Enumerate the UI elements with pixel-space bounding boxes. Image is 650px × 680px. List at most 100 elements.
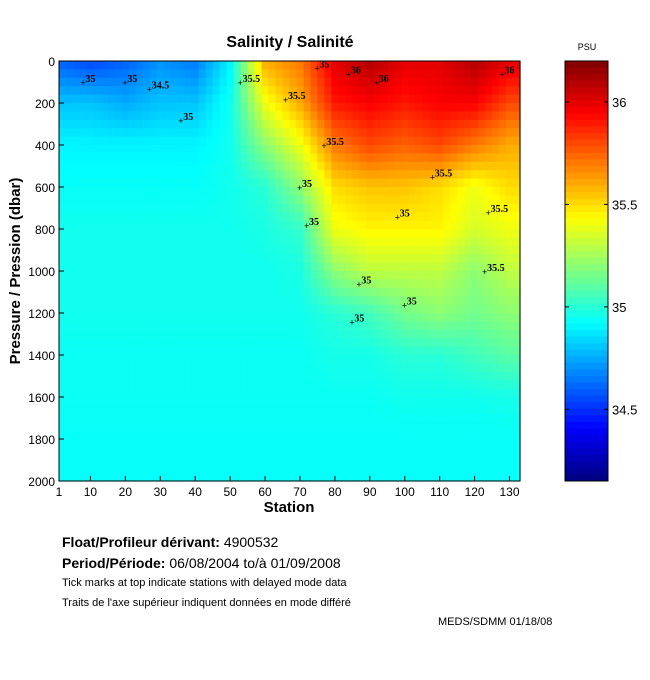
heatmap-cell — [366, 94, 374, 104]
heatmap-cell — [338, 439, 346, 448]
heatmap-cell — [135, 103, 144, 112]
heatmap-cell — [464, 455, 472, 465]
heatmap-cell — [86, 405, 95, 415]
contour-label: 35 — [183, 112, 193, 123]
colorbar-tick-label: 35 — [612, 300, 626, 315]
heatmap-cell — [73, 119, 81, 129]
heatmap-cell — [128, 145, 137, 154]
heatmap-cell — [499, 203, 507, 213]
heatmap-cell — [226, 313, 235, 322]
heatmap-cell — [254, 455, 263, 465]
heatmap-cell — [429, 455, 437, 465]
heatmap-cell — [66, 103, 74, 112]
heatmap-cell — [331, 161, 339, 171]
heatmap-cell — [478, 472, 486, 482]
heatmap-cell — [415, 195, 423, 205]
heatmap-cell — [261, 329, 270, 339]
heatmap-cell — [324, 128, 332, 138]
heatmap-cell — [59, 287, 67, 297]
heatmap-cell — [373, 464, 381, 474]
heatmap-cell — [408, 86, 416, 96]
heatmap-cell — [170, 304, 179, 314]
heatmap-cell — [226, 187, 235, 196]
heatmap-cell — [275, 262, 284, 272]
heatmap-cell — [254, 447, 263, 457]
heatmap-cell — [394, 212, 402, 222]
heatmap-cell — [170, 103, 179, 112]
heatmap-cell — [436, 262, 444, 272]
heatmap-cell — [275, 296, 284, 306]
heatmap-cell — [478, 371, 486, 381]
heatmap-cell — [408, 388, 416, 398]
heatmap-cell — [177, 430, 186, 440]
heatmap-cell — [73, 397, 81, 406]
heatmap-cell — [492, 203, 500, 213]
heatmap-cell — [289, 220, 298, 230]
heatmap-cell — [408, 455, 416, 465]
heatmap-cell — [443, 439, 451, 448]
heatmap-cell — [86, 77, 95, 87]
heatmap-cell — [177, 69, 186, 79]
heatmap-cell — [366, 237, 374, 247]
heatmap-cell — [401, 380, 409, 390]
heatmap-cell — [212, 153, 221, 163]
heatmap-cell — [485, 287, 493, 297]
heatmap-cell — [149, 153, 158, 163]
heatmap-cell — [415, 321, 423, 331]
heatmap-cell — [303, 329, 312, 339]
heatmap-cell — [436, 212, 444, 222]
heatmap-cell — [107, 371, 116, 381]
heatmap-cell — [310, 455, 319, 465]
y-tick-label: 600 — [35, 181, 55, 195]
heatmap-cell — [247, 439, 256, 448]
heatmap-cell — [177, 86, 186, 96]
heatmap-cell — [499, 178, 507, 188]
heatmap-cell — [359, 413, 367, 423]
heatmap-cell — [394, 86, 402, 96]
heatmap-cell — [93, 103, 102, 112]
heatmap-cell — [338, 363, 346, 373]
heatmap-cell — [457, 380, 465, 390]
heatmap-cell — [100, 145, 109, 154]
heatmap-cell — [233, 455, 242, 465]
heatmap-cell — [73, 178, 81, 188]
heatmap-cell — [191, 153, 200, 163]
heatmap-cell — [436, 237, 444, 247]
heatmap-cell — [436, 464, 444, 474]
heatmap-cell — [73, 371, 81, 381]
heatmap-cell — [492, 103, 500, 112]
heatmap-cell — [324, 413, 332, 423]
heatmap-cell — [464, 271, 472, 280]
heatmap-cell — [128, 472, 137, 482]
heatmap-cell — [464, 69, 472, 79]
heatmap-cell — [380, 279, 388, 289]
heatmap-cell — [464, 304, 472, 314]
heatmap-cell — [352, 195, 360, 205]
heatmap-cell — [191, 262, 200, 272]
heatmap-cell — [149, 77, 158, 87]
heatmap-cell — [163, 254, 172, 264]
heatmap-cell — [240, 371, 249, 381]
heatmap-cell — [492, 170, 500, 180]
heatmap-cell — [345, 111, 353, 121]
heatmap-cell — [219, 69, 228, 79]
heatmap-cell — [226, 455, 235, 465]
heatmap-cell — [107, 329, 116, 339]
heatmap-cell — [233, 237, 242, 247]
heatmap-cell — [212, 355, 221, 364]
heatmap-cell — [394, 447, 402, 457]
heatmap-cell — [338, 94, 346, 104]
heatmap-cell — [73, 296, 81, 306]
heatmap-cell — [317, 355, 325, 364]
heatmap-cell — [436, 304, 444, 314]
heatmap-cell — [317, 380, 325, 390]
heatmap-cell — [513, 212, 521, 222]
heatmap-cell — [345, 313, 353, 322]
heatmap-cell — [296, 405, 305, 415]
heatmap-cell — [86, 447, 95, 457]
contour-label: 35 — [354, 313, 364, 324]
heatmap-cell — [73, 380, 81, 390]
heatmap-cell — [73, 203, 81, 213]
colorbar-tick-label: 36 — [612, 95, 626, 110]
contour-label-plus: + — [147, 84, 152, 94]
